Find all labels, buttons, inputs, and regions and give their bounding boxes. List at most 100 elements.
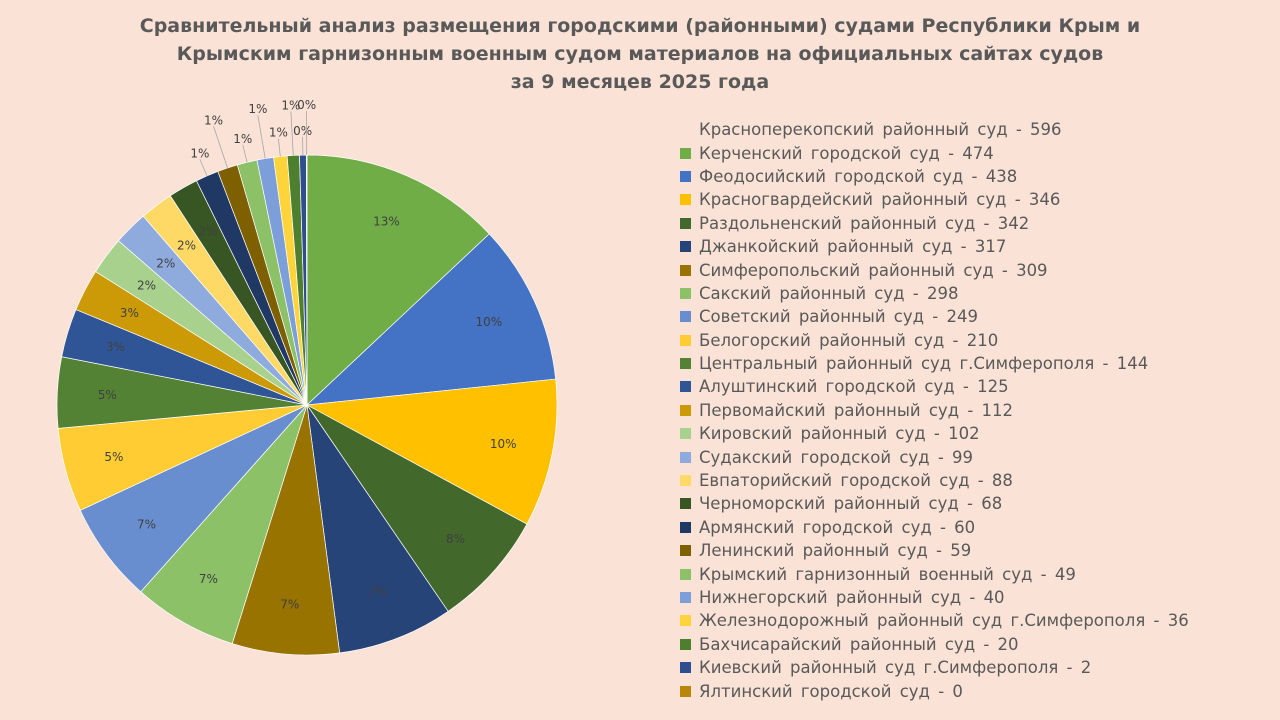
legend-item: Бахчисарайский районный суд - 20 (680, 633, 1189, 656)
legend-item: Белогорский районный суд - 210 (680, 329, 1189, 352)
legend-item: Ленинский районный суд - 59 (680, 539, 1189, 562)
leader-line (277, 138, 281, 157)
legend-marker (680, 381, 691, 393)
legend-label: Алуштинский городской суд - 125 (699, 377, 1009, 397)
legend-item: Красноперекопский районный суд - 596 (680, 118, 1189, 141)
data-label: 0% (297, 98, 316, 112)
legend-item: Киевский районный суд г.Симферополя - 2 (680, 656, 1189, 679)
data-label: 2% (156, 256, 175, 270)
chart-title: Сравнительный анализ размещения городски… (0, 12, 1280, 96)
legend-label: Советский районный суд - 249 (699, 307, 978, 327)
pie-slice (306, 233, 557, 406)
data-label: 2% (137, 279, 156, 293)
data-label: 1% (269, 126, 288, 140)
legend-item: Крымский гарнизонный военный суд - 49 (680, 562, 1189, 585)
leader-line (213, 126, 228, 169)
legend-label: Джанкойский районный суд - 317 (699, 237, 1007, 257)
data-label: 3% (120, 306, 139, 320)
legend-item: Кировский районный суд - 102 (680, 422, 1189, 445)
legend-label: Красногвардейский районный суд - 346 (699, 190, 1061, 210)
legend-marker (680, 147, 691, 159)
data-label: 2% (177, 238, 196, 252)
legend-marker (680, 170, 691, 182)
legend-marker (680, 311, 691, 323)
legend-label: Кировский районный суд - 102 (699, 424, 980, 444)
legend-marker (680, 428, 691, 440)
leader-line (199, 159, 208, 177)
data-label: 13% (373, 214, 400, 228)
legend-label: Крымский гарнизонный военный суд - 49 (699, 564, 1076, 584)
legend-marker (680, 685, 691, 697)
legend-item: Железнодорожный районный суд г.Симферопо… (680, 609, 1189, 632)
legend-item: Армянский городской суд - 60 (680, 516, 1189, 539)
legend-marker (680, 241, 691, 253)
legend-item: Сакский районный суд - 298 (680, 282, 1189, 305)
legend-marker (680, 592, 691, 603)
data-label: 7% (199, 572, 218, 586)
legend-marker (680, 545, 691, 557)
legend-marker (680, 404, 691, 416)
legend-marker (680, 638, 691, 650)
data-label: 5% (98, 388, 117, 402)
legend-item: Центральный районный суд г.Симферополя -… (680, 352, 1189, 375)
legend-item: Первомайский районный суд - 112 (680, 399, 1189, 422)
leader-line (257, 115, 266, 159)
legend-marker (680, 194, 691, 206)
legend-marker (680, 334, 691, 346)
data-label: 10% (490, 437, 517, 451)
data-label: 8% (446, 532, 465, 546)
legend-label: Киевский районный суд г.Симферополя - 2 (699, 658, 1092, 678)
legend-marker (680, 358, 691, 370)
legend-marker (680, 521, 691, 533)
legend-label: Железнодорожный районный суд г.Симферопо… (699, 611, 1189, 631)
pie-slice (305, 154, 308, 406)
legend-label: Нижнегорский районный суд - 40 (699, 588, 1005, 607)
legend-label: Керченский городской суд - 474 (699, 143, 994, 163)
data-label: 7% (369, 585, 388, 599)
title-line-3: за 9 месяцев 2025 года (510, 71, 770, 93)
legend-item: Раздольненский районный суд - 342 (680, 212, 1189, 235)
legend-item: Симферопольский районный суд - 309 (680, 258, 1189, 281)
legend-label: Центральный районный суд г.Симферополя -… (699, 354, 1149, 374)
data-label: 1% (204, 113, 223, 127)
legend-item: Алуштинский городской суд - 125 (680, 375, 1189, 398)
data-label: 1% (233, 132, 252, 146)
data-label: 7% (280, 597, 299, 611)
pie-slice (231, 404, 341, 656)
data-label: 0% (293, 124, 312, 138)
legend-marker (680, 124, 691, 135)
legend-marker (680, 264, 691, 276)
data-label: 3% (106, 340, 125, 354)
legend-item: Феодосийский городской суд - 438 (680, 165, 1189, 188)
data-label: 1% (190, 146, 209, 160)
legend: Красноперекопский районный суд - 596 Керч… (680, 118, 1189, 703)
data-label: 5% (104, 450, 123, 464)
data-label: 1% (248, 102, 267, 116)
legend-item: Судакский городской суд - 99 (680, 445, 1189, 468)
legend-label: Евпаторийский городской суд - 88 (699, 471, 1013, 491)
title-line-2: Крымским гарнизонным военным судом матер… (176, 43, 1104, 65)
legend-marker (680, 568, 691, 580)
legend-label: Белогорский районный суд - 210 (699, 330, 999, 350)
legend-item: Красногвардейский районный суд - 346 (680, 188, 1189, 211)
legend-label: Черноморский районный суд - 68 (699, 494, 1003, 514)
legend-label: Феодосийский городской суд - 438 (699, 166, 1018, 186)
legend-label: Армянский городской суд - 60 (699, 517, 976, 537)
legend-item: Евпаторийский городской суд - 88 (680, 469, 1189, 492)
legend-label: Первомайский районный суд - 112 (699, 400, 1014, 420)
legend-label: Ялтинский городской суд - 0 (699, 681, 963, 701)
legend-marker (680, 451, 691, 463)
legend-item: Черноморский районный суд - 68 (680, 492, 1189, 515)
legend-label: Ленинский районный суд - 59 (699, 541, 972, 561)
pie-slice (306, 404, 449, 654)
legend-label: Красноперекопский районный суд - 596 (699, 120, 1062, 140)
legend-label: Раздольненский районный суд - 342 (699, 213, 1030, 233)
legend-marker (680, 287, 691, 299)
legend-marker (680, 217, 691, 229)
data-label: 1% (281, 98, 300, 112)
legend-item: Джанкойский районный суд - 317 (680, 235, 1189, 258)
data-label: 7% (137, 517, 156, 531)
pie-slice (305, 378, 558, 525)
legend-marker (680, 498, 691, 510)
legend-label: Судакский городской суд - 99 (699, 447, 974, 467)
